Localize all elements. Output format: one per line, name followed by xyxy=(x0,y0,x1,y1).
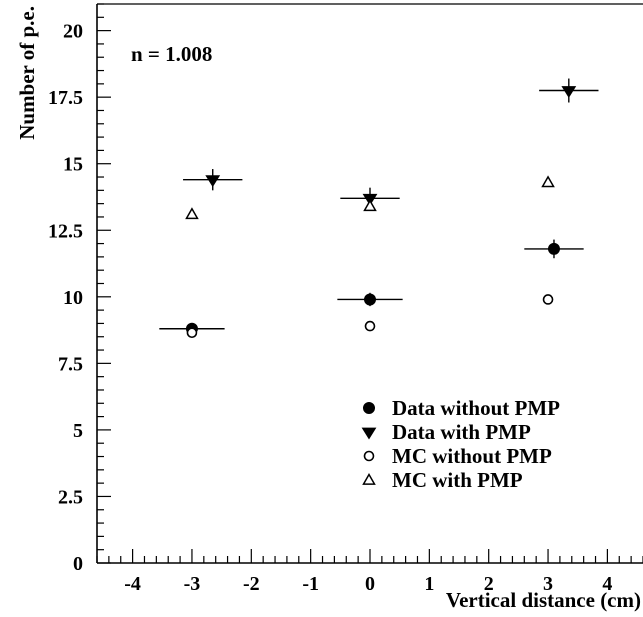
y-tick-label: 2.5 xyxy=(58,486,83,508)
data-point xyxy=(561,86,577,98)
x-tick-label: 3 xyxy=(543,573,553,595)
x-tick-label: -3 xyxy=(184,573,201,595)
y-tick-label: 12.5 xyxy=(48,220,83,242)
data-point xyxy=(541,175,555,188)
x-tick-label: 2 xyxy=(484,573,494,595)
legend-label: Data with PMP xyxy=(392,420,531,444)
tick-labels: -4 -3 -2 -1 0 1 2 3 4 0 2.5 5 7.5 10 12.5 15 17.5 20 xyxy=(48,21,612,595)
data-point xyxy=(186,327,198,339)
data-point xyxy=(185,207,199,220)
data-point xyxy=(364,293,376,306)
series-data-with-pmp xyxy=(183,78,599,209)
y-axis-title: Number of p.e. xyxy=(15,6,39,140)
series-mc-with-pmp xyxy=(185,175,555,220)
y-tick-label: 20 xyxy=(63,21,83,43)
legend-label: Data without PMP xyxy=(392,396,560,420)
x-tick-label: -1 xyxy=(302,573,319,595)
data-point xyxy=(364,320,376,332)
legend-marker xyxy=(363,450,375,462)
x-tick-label: -2 xyxy=(243,573,260,595)
y-tick-label: 0 xyxy=(73,553,83,575)
x-tick-label: 1 xyxy=(424,573,434,595)
legend-marker xyxy=(361,427,377,440)
data-marks xyxy=(159,78,599,339)
x-tick-label: -4 xyxy=(124,573,141,595)
legend-label: MC with PMP xyxy=(392,468,523,492)
data-point xyxy=(547,242,560,255)
y-tick-label: 15 xyxy=(63,154,83,176)
y-tick-label: 7.5 xyxy=(58,353,83,375)
legend-label: MC without PMP xyxy=(392,444,552,468)
x-axis-title: Vertical distance (cm) xyxy=(446,588,641,612)
y-tick-label: 5 xyxy=(73,420,83,442)
series-mc-without-pmp xyxy=(186,294,554,339)
legend-marker xyxy=(363,402,375,414)
axis-ticks xyxy=(96,3,643,564)
data-point xyxy=(205,175,221,188)
x-tick-label: 0 xyxy=(365,573,375,595)
y-tick-label: 17.5 xyxy=(48,87,83,109)
data-point xyxy=(542,294,554,305)
data-point xyxy=(363,199,377,212)
legend-marker xyxy=(362,472,376,485)
refractive-index-annotation: n = 1.008 xyxy=(131,42,212,66)
x-tick-label: 4 xyxy=(602,573,612,595)
y-tick-label: 10 xyxy=(63,287,83,309)
